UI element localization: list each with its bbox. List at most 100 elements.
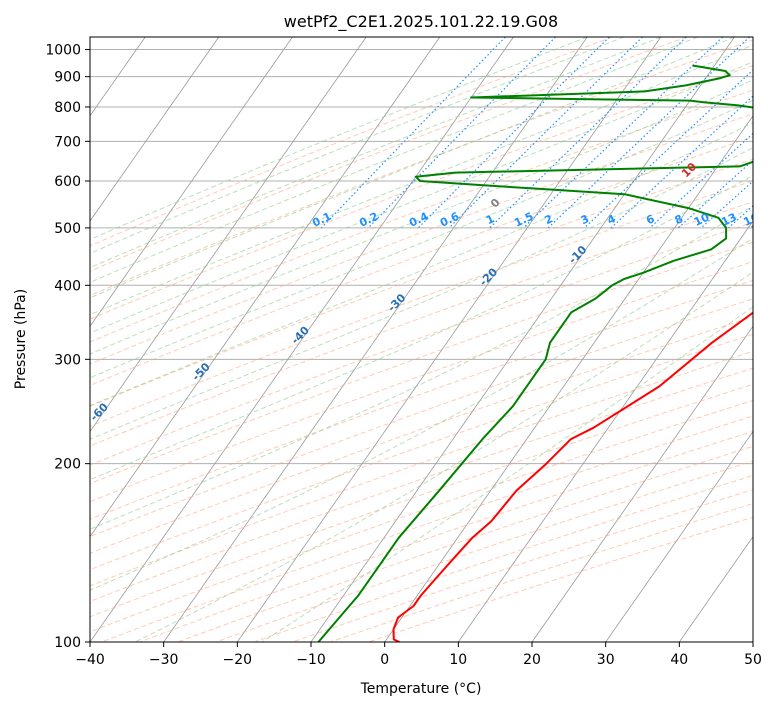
mixing-ratio-label: 1.5 (512, 210, 535, 230)
dry-adiabat-line (90, 89, 753, 343)
mixing-ratio-line (700, 180, 753, 229)
isotherm-line (90, 37, 441, 538)
moist-adiabat-line (90, 99, 753, 379)
isotherm-line (531, 325, 753, 642)
isotherm-line (310, 37, 735, 642)
dry-adiabat-line (139, 430, 753, 642)
x-tick-label: 30 (597, 652, 615, 668)
y-tick-label: 500 (54, 221, 81, 237)
x-tick-label: −20 (223, 652, 253, 668)
y-tick-label: 800 (54, 100, 81, 116)
isotherm-line (236, 37, 662, 642)
x-tick-label: −40 (75, 652, 105, 668)
dry-adiabat-line (90, 64, 753, 320)
dry-adiabat-line (90, 113, 753, 365)
dry-adiabat-line (90, 367, 753, 602)
moist-adiabat-line (90, 61, 753, 334)
dry-adiabat-line (177, 445, 753, 642)
dry-adiabat-line (254, 474, 753, 642)
dry-adiabat-label: -40 (289, 324, 312, 347)
background-lines (0, 37, 753, 642)
isotherm-line (457, 220, 753, 642)
x-axis-title: Temperature (°C) (360, 681, 482, 697)
y-tick-label: 400 (54, 278, 81, 294)
moist-adiabat-line (134, 271, 753, 642)
dry-adiabat-line (90, 350, 753, 587)
dry-adiabat-line (90, 279, 753, 520)
mixing-ratio-label: 13 (719, 211, 738, 229)
isotherm-line (605, 430, 753, 642)
moist-adiabat-line (90, 174, 753, 481)
dry-adiabat-line (90, 37, 688, 272)
y-axis-title: Pressure (hPa) (13, 289, 29, 389)
x-tick-label: −10 (296, 652, 326, 668)
mixing-ratio-line (367, 37, 556, 229)
data-series (317, 64, 753, 642)
isotherm-line (0, 37, 72, 642)
x-tick-label: 50 (744, 652, 762, 668)
plot-frame (89, 36, 754, 643)
y-tick-label: 900 (54, 70, 81, 86)
x-tick-label: −30 (149, 652, 179, 668)
dry-adiabat-line (90, 260, 753, 503)
x-tick-label: 20 (523, 652, 541, 668)
moist-adiabat-line (90, 205, 753, 530)
isotherm-line (678, 536, 753, 642)
y-tick-label: 300 (54, 352, 81, 368)
mixing-ratio-label: 10 (692, 210, 712, 228)
isotherm-line (90, 37, 293, 327)
moist-adiabat-line (90, 147, 753, 440)
isotherm-line (163, 37, 588, 642)
moist-adiabat-line (90, 237, 753, 591)
mixing-ratio-line (489, 37, 687, 229)
mixing-ratio-line (320, 37, 506, 229)
dry-adiabat-line (90, 383, 753, 618)
y-tick-label: 100 (54, 635, 81, 651)
dry-adiabat-label: -70 (0, 452, 1, 475)
moist-adiabat-line (90, 79, 753, 355)
y-tick-label: 200 (54, 457, 81, 473)
isotherm-line (90, 37, 220, 222)
mixing-ratio-label: 16 (741, 210, 761, 228)
mixing-ratio-label: 0.4 (407, 210, 430, 230)
mixing-ratio-line (649, 132, 753, 229)
dry-adiabat-line (101, 415, 753, 642)
mixing-ratio-label: 0.1 (310, 210, 333, 230)
mixing-ratio-line (750, 224, 753, 229)
dry-adiabat-label: -60 (88, 400, 111, 423)
x-tick-label: 0 (380, 652, 389, 668)
x-tick-label: 10 (449, 652, 467, 668)
mixing-ratio-line (448, 37, 643, 229)
mixing-ratio-label: 2 (543, 212, 555, 227)
mixing-ratio-label: 8 (673, 212, 685, 227)
moist-adiabat-line (90, 37, 735, 299)
dry-adiabat-label: -30 (385, 291, 408, 314)
y-tick-label: 1000 (45, 43, 81, 59)
mixing-ratio-label: 0.2 (357, 210, 380, 230)
dry-adiabat-line (90, 37, 613, 247)
mixing-ratio-label: 20 (766, 210, 775, 228)
axis-ticks: −40 −30 −20 −10 0 10 20 30 40 50 100 200 300 400 500 60… (45, 43, 762, 668)
dry-adiabat-line (90, 333, 753, 571)
dry-adiabat-line (90, 399, 753, 633)
temperature-profile-line (392, 311, 753, 642)
moist-adiabat-line (90, 37, 661, 269)
mixing-ratio-label: 4 (605, 212, 618, 227)
mixing-ratio-label: 1 (484, 212, 496, 227)
dry-adiabat-line (90, 221, 753, 466)
dry-adiabat-line (90, 180, 753, 427)
line-labels: 0.10.20.40.611.52346810131620253036-100-… (0, 160, 775, 475)
x-tick-label: 40 (670, 652, 688, 668)
dry-adiabat-line (90, 136, 753, 386)
mixing-ratio-line (522, 37, 724, 229)
moist-adiabat-line (90, 37, 625, 255)
moist-adiabat-label: 10 (679, 160, 699, 180)
y-tick-label: 700 (54, 134, 81, 150)
y-tick-label: 600 (54, 174, 81, 190)
dry-adiabat-line (90, 241, 753, 485)
dewpoint-profile-line (317, 64, 753, 642)
dry-adiabat-line (90, 201, 753, 447)
mixing-ratio-label: 3 (579, 212, 591, 227)
dry-adiabat-line (90, 298, 753, 538)
isotherm-line (384, 115, 753, 642)
